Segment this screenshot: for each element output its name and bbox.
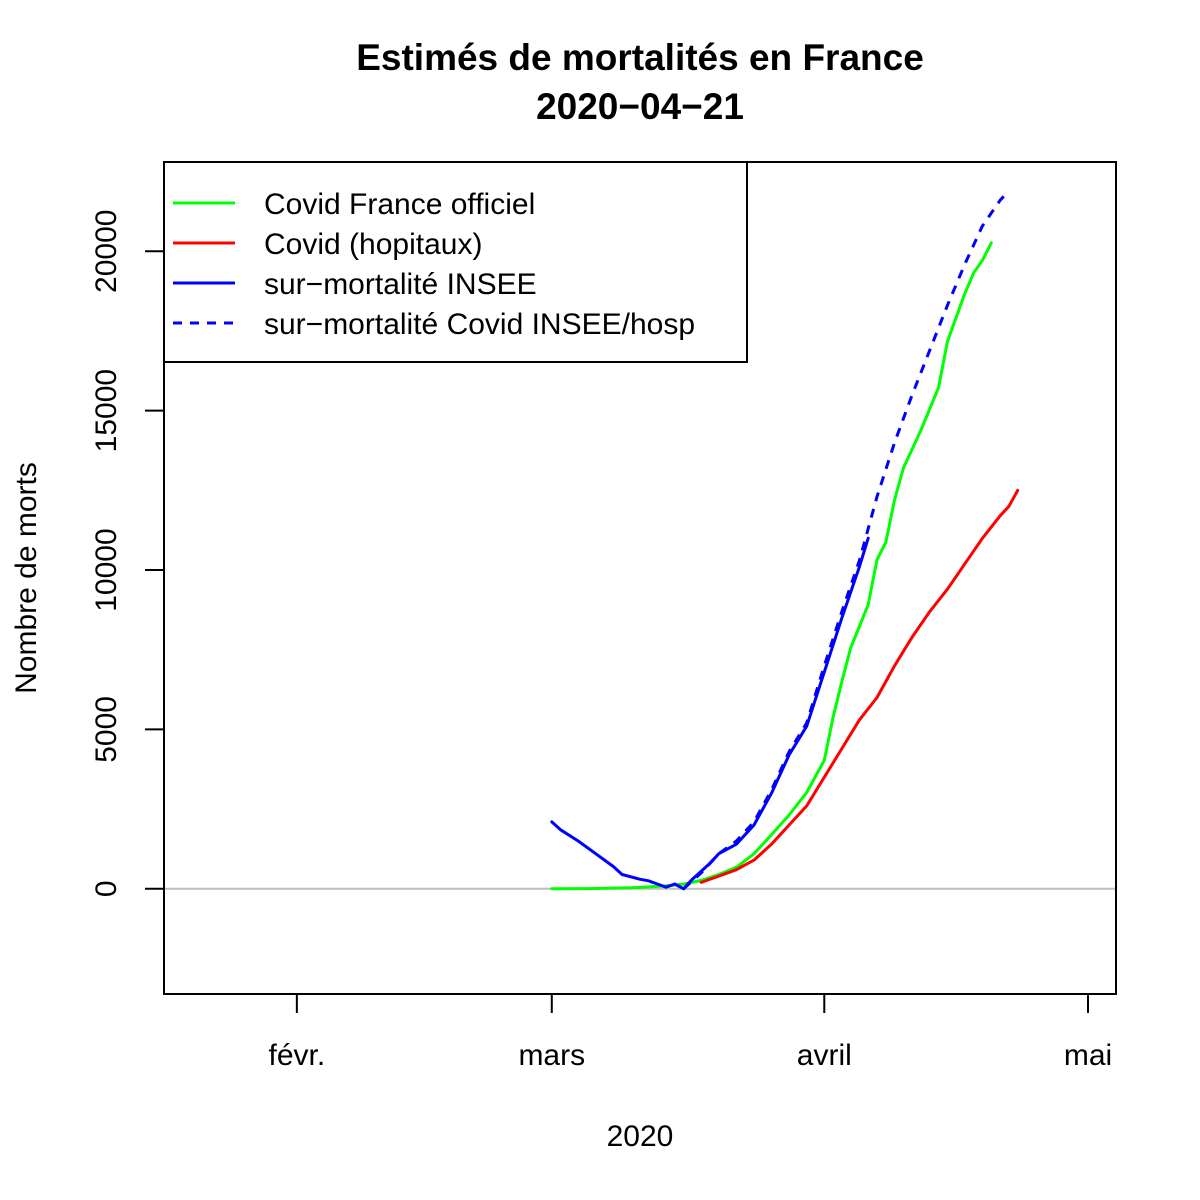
y-tick-label: 15000	[90, 369, 123, 452]
x-axis: févr. mars avril mai	[269, 993, 1112, 1072]
y-tick-label: 5000	[90, 696, 123, 763]
y-axis: 0 5000 10000 15000 20000	[90, 210, 165, 897]
y-axis-label: Nombre de morts	[10, 462, 43, 694]
x-tick-label: mai	[1064, 1039, 1112, 1072]
y-tick-label: 10000	[90, 528, 123, 611]
legend-box	[163, 161, 748, 363]
x-tick-label: févr.	[269, 1039, 326, 1072]
legend-label: Covid France officiel	[264, 188, 535, 221]
series-line-3	[550, 536, 870, 891]
chart-subtitle: 2020−04−21	[536, 86, 744, 127]
legend-label: Covid (hopitaux)	[264, 228, 482, 261]
legend: Covid France officiel Covid (hopitaux) sur…	[163, 161, 748, 363]
x-tick-label: mars	[518, 1039, 585, 1072]
x-axis-label: 2020	[607, 1120, 674, 1153]
x-tick-label: avril	[797, 1039, 852, 1072]
series-layer	[550, 189, 1020, 891]
series-line-1	[550, 241, 993, 891]
series-line-4	[682, 189, 1011, 890]
legend-label: sur−mortalité INSEE	[264, 268, 537, 301]
y-tick-label: 0	[90, 880, 123, 897]
series-line-2	[699, 488, 1020, 884]
y-tick-label: 20000	[90, 210, 123, 293]
legend-label: sur−mortalité Covid INSEE/hosp	[264, 308, 695, 341]
chart-title: Estimés de mortalités en France	[356, 37, 924, 78]
